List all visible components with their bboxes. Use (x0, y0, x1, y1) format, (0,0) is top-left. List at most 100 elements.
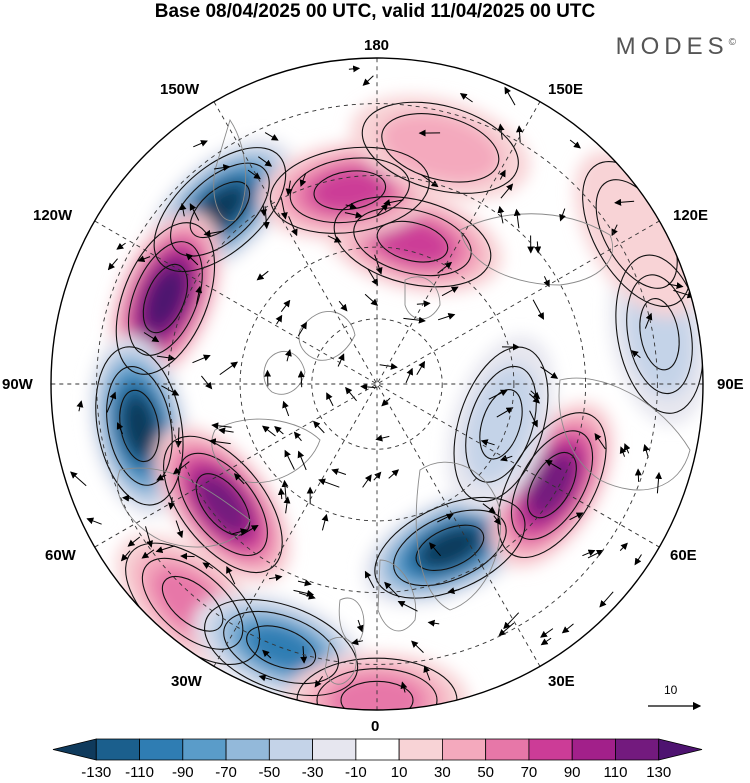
wind-arrow (364, 570, 375, 589)
wind-arrow (293, 431, 302, 442)
streamline-contour (223, 610, 340, 685)
streamline-contour (246, 625, 317, 670)
wind-arrow (240, 524, 259, 536)
wind-arrow (283, 496, 291, 514)
wind-arrow (258, 674, 273, 682)
anomaly-contour (308, 167, 391, 213)
wind-arrow (230, 528, 248, 535)
lon-label-30e: 30E (548, 673, 575, 690)
wind-arrow (284, 449, 295, 470)
wind-arrow (594, 432, 606, 450)
wind-arrow (327, 235, 342, 243)
wind-arrow (116, 242, 126, 250)
wind-arrow (156, 354, 176, 362)
latitude-circle (96, 103, 658, 665)
wind-arrow (143, 332, 160, 343)
lon-label-120e: 120E (673, 207, 709, 224)
colorbar-tick-label: -130 (81, 764, 112, 781)
wind-arrow (185, 253, 199, 266)
wind-arrow (503, 612, 520, 630)
wind-arrow (233, 473, 245, 485)
wind-arrow (203, 229, 224, 237)
wind-arrow (219, 361, 239, 376)
wind-arrow (189, 203, 200, 221)
wind-arrow (268, 574, 283, 582)
streamline-contour (153, 147, 287, 273)
wind-arrow (262, 206, 270, 230)
meridian-line (80, 212, 674, 556)
wind-arrow (256, 270, 269, 281)
wind-arrow (416, 360, 426, 376)
wind-arrow (326, 392, 334, 407)
latitude-circle (311, 318, 443, 450)
streamline-contour (376, 220, 449, 263)
wind-arrow (180, 552, 195, 560)
brand-text: MODES (615, 33, 729, 60)
wind-arrow (218, 427, 234, 435)
wind-arrow (534, 241, 542, 254)
wind-arrow (285, 180, 293, 196)
anomaly-contour (379, 112, 501, 184)
wind-arrow (437, 261, 453, 274)
wind-arrow (297, 450, 307, 471)
colorbar-swatch (268, 738, 313, 761)
wind-arrow (277, 487, 285, 500)
colorbar-swatch (615, 738, 660, 761)
lon-label-90w: 90W (2, 376, 33, 393)
wind-arrow (497, 205, 505, 224)
wind-arrow (513, 208, 521, 229)
wind-arrow (619, 446, 627, 457)
wind-arrow (631, 350, 641, 359)
streamline-contour (204, 598, 359, 697)
colorbar-swatch (95, 738, 140, 761)
wind-arrow (379, 362, 398, 370)
coastline (213, 118, 247, 222)
streamline-contour (177, 452, 268, 557)
wind-arrow (644, 312, 653, 329)
wind-arrow (488, 389, 508, 400)
wind-arrow (381, 397, 391, 407)
colorbar-tick-label: -10 (345, 764, 367, 781)
wind-arrow (611, 224, 618, 237)
wind-arrow (493, 515, 501, 526)
wind-arrow (106, 391, 117, 413)
wind-arrow (364, 293, 379, 306)
wind-arrow (374, 254, 383, 275)
colorbar-tick-label: -50 (258, 764, 281, 781)
wind-arrow (545, 459, 562, 470)
wind-arrow (264, 132, 279, 141)
colorbar (52, 738, 703, 761)
wind-arrow (76, 400, 84, 412)
wind-arrow (362, 474, 372, 488)
wind-arrow (120, 550, 131, 562)
wind-arrow (599, 591, 614, 608)
wind-arrow (423, 665, 431, 681)
wind-arrow (437, 313, 456, 321)
wind-arrow (504, 86, 516, 106)
colorbar-tick-label: 50 (477, 764, 494, 781)
anomaly-field (89, 95, 703, 710)
wind-arrow (280, 299, 291, 313)
streamline-contour (361, 101, 519, 194)
wind-arrow (70, 471, 87, 487)
wind-arrow (614, 198, 635, 206)
wind-arrow (127, 536, 141, 547)
colorbar-tick-label: -90 (171, 764, 194, 781)
wind-arrow (299, 173, 307, 187)
wind-arrow (529, 410, 538, 428)
wind-arrow (258, 156, 273, 167)
anomaly-contour (464, 364, 538, 485)
wind-arrow (482, 503, 496, 514)
coastline (558, 377, 691, 491)
wind-arrow (344, 211, 363, 219)
wind-arrow (411, 640, 424, 653)
wind-arrow (208, 438, 231, 446)
wind-arrow (516, 125, 523, 143)
wind-arrow (634, 554, 642, 566)
streamline-contour (626, 274, 693, 395)
wind-arrow (107, 258, 118, 271)
reference-vector-label: 10 (664, 683, 678, 697)
colorbar-swatch (658, 738, 703, 761)
colorbar-swatch (225, 738, 270, 761)
